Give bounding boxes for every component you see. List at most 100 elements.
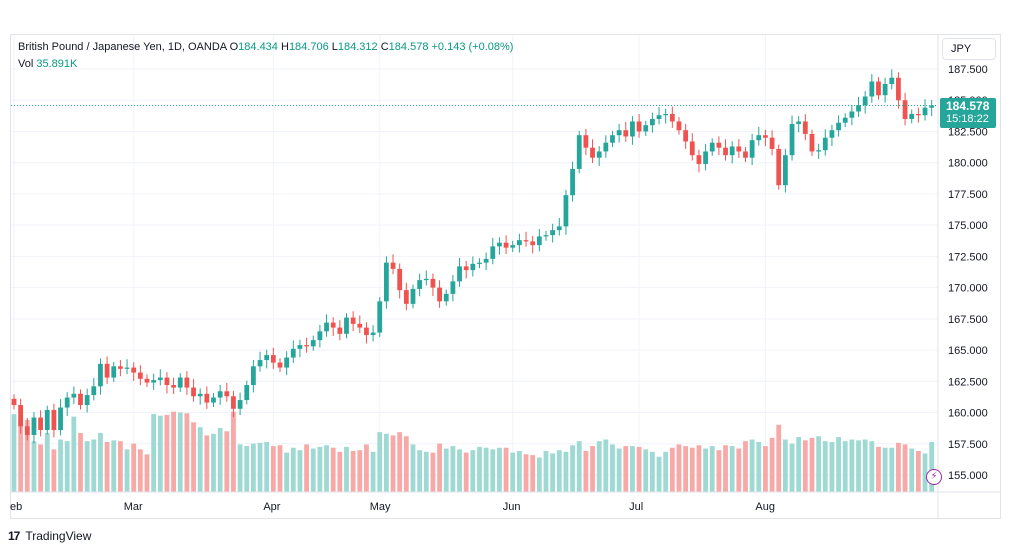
candle-body	[118, 366, 123, 369]
candle-body	[856, 105, 861, 112]
y-tick-label: 182.500	[948, 126, 988, 138]
candle-body	[590, 147, 595, 158]
volume-bar	[450, 446, 456, 492]
volume-bar	[683, 446, 689, 492]
volume-bar	[716, 450, 722, 492]
candle-body	[869, 81, 875, 97]
volume-bar	[31, 441, 37, 492]
ohlc-legend: British Pound / Japanese Yen, 1D, OANDA …	[18, 41, 513, 53]
volume-bar	[649, 451, 655, 492]
volume-bar	[616, 448, 622, 492]
candle-body	[224, 391, 230, 397]
volume-bar	[849, 439, 855, 492]
candle-body	[430, 278, 436, 288]
candle-body	[556, 226, 562, 231]
volume-bar	[164, 414, 170, 492]
candle-body	[257, 360, 263, 367]
volume-bar	[257, 442, 263, 492]
candle-body	[277, 362, 283, 368]
x-tick-label: eb	[10, 501, 22, 513]
volume-bar	[24, 419, 30, 492]
volume-bar	[570, 445, 575, 492]
volume-bar	[789, 443, 795, 492]
volume-bar	[91, 439, 97, 492]
volume-bar	[78, 432, 83, 492]
candle-body	[310, 340, 316, 347]
candle-body	[596, 151, 602, 158]
candle-body	[410, 288, 416, 304]
candle-body	[344, 317, 349, 334]
close-value: 184.578	[388, 41, 429, 53]
candle-body	[443, 293, 449, 302]
y-tick-label: 187.500	[948, 64, 988, 76]
volume-bar	[563, 451, 569, 492]
volume-bar	[250, 443, 256, 492]
candle-body	[570, 168, 575, 196]
candle-body	[64, 397, 70, 408]
candle-body	[882, 83, 888, 96]
volume-bar	[816, 436, 822, 492]
volume-bar	[124, 449, 130, 492]
candle-body	[470, 263, 476, 271]
volume-bars	[11, 411, 935, 492]
vol-label[interactable]: Vol	[18, 58, 34, 70]
brand-name: TradingView	[25, 529, 92, 543]
volume-bar	[463, 452, 469, 492]
symbol-title[interactable]: British Pound / Japanese Yen, 1D, OANDA	[18, 41, 227, 53]
candle-body	[297, 345, 303, 349]
candle-body	[78, 393, 83, 406]
volume-bar	[284, 452, 290, 492]
volume-bar	[583, 451, 589, 492]
candle-body	[776, 148, 782, 186]
candle-body	[457, 266, 462, 282]
candle-body	[423, 278, 429, 281]
volume-bar	[204, 435, 210, 492]
candle-body	[211, 397, 216, 403]
low-value: 184.312	[337, 41, 378, 53]
volume-bar	[197, 427, 203, 492]
candle-body	[350, 317, 356, 324]
candle-body	[703, 151, 708, 164]
candle-body	[157, 377, 163, 381]
candle-body	[204, 393, 210, 403]
tradingview-brand[interactable]: 17 TradingView	[8, 529, 91, 543]
volume-bar	[397, 432, 403, 492]
volume-bar	[729, 446, 735, 492]
candle-body	[576, 135, 582, 169]
candle-body	[789, 123, 795, 156]
candle-body	[137, 372, 143, 379]
volume-bar	[350, 451, 356, 492]
volume-bar	[636, 446, 642, 492]
candle-body	[477, 262, 482, 264]
lightning-icon[interactable]: ⚡	[926, 469, 942, 485]
candle-body	[516, 240, 522, 246]
candle-body	[929, 105, 935, 108]
candle-body	[583, 135, 589, 148]
last-price-label: 184.578 15:18:22	[940, 98, 996, 128]
volume-bar	[523, 454, 529, 492]
volume-bar	[18, 418, 24, 492]
y-tick-label: 180.000	[948, 158, 988, 170]
y-tick-label: 157.500	[948, 439, 988, 451]
candle-body	[563, 195, 569, 227]
volume-bar	[763, 446, 768, 492]
candle-body	[31, 417, 37, 436]
candle-body	[889, 77, 895, 84]
volume-bar	[736, 448, 742, 492]
candle-body	[909, 113, 915, 119]
volume-bar	[743, 441, 748, 492]
candle-body	[51, 410, 57, 431]
currency-selector[interactable]: JPY	[942, 38, 996, 60]
change-value: +0.143 (+0.08%)	[431, 41, 514, 53]
candle-body	[244, 385, 250, 401]
candle-body	[324, 322, 329, 332]
candle-body	[231, 396, 236, 409]
volume-bar	[357, 450, 363, 492]
volume-bar	[630, 446, 635, 492]
candle-body	[437, 287, 442, 302]
y-tick-label: 165.000	[948, 345, 988, 357]
volume-bar	[310, 448, 316, 492]
candle-body	[729, 146, 735, 156]
candle-body	[543, 235, 549, 237]
